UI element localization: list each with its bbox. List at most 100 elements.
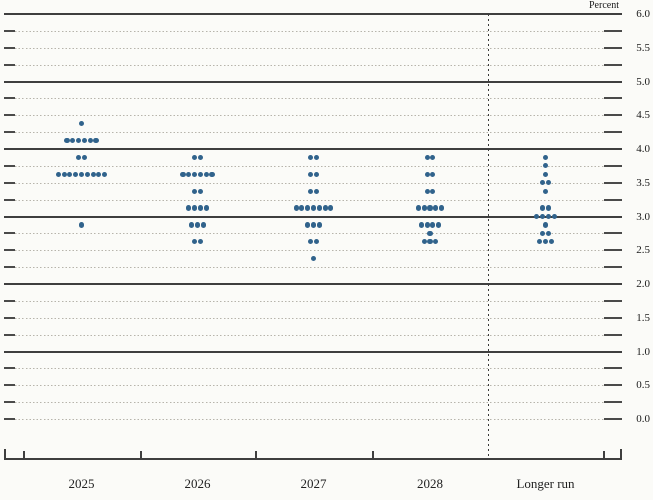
projection-dot-2026-3.125 (192, 205, 198, 211)
projection-dot-longer-run-2.625 (537, 239, 543, 245)
projection-dot-longer-run-3 (540, 213, 546, 220)
projection-dot-2027-3.875 (308, 154, 314, 161)
gridline-right-tick (604, 333, 622, 336)
projection-dot-2026-3.625 (192, 171, 198, 177)
projection-dot-2026-3.625 (180, 171, 186, 177)
y-axis-tick-label: 4.5 (636, 109, 650, 122)
projection-dot-2026-3.375 (192, 188, 198, 194)
projection-dot-longer-run-3.875 (542, 154, 549, 161)
projection-dot-2027-2.625 (308, 239, 314, 245)
projection-dot-2027-3.375 (308, 188, 314, 194)
gridline-left-tick (4, 299, 15, 302)
projection-dot-longer-run-2.625 (542, 239, 549, 245)
projection-dot-2025-3.625 (96, 171, 102, 177)
gridline-dashed-1.50 (15, 317, 604, 319)
gridline-dashed-5.50 (15, 47, 604, 49)
x-axis-region-tick (255, 451, 257, 458)
projection-dot-2026-2.875 (200, 222, 206, 228)
y-axis-tick-label: 3.5 (636, 176, 650, 189)
gridline-dashed-3.75 (15, 165, 604, 167)
projection-dot-2028-3.625 (430, 171, 436, 177)
projection-dot-2025-3.625 (55, 171, 61, 177)
gridline-dashed-4.50 (15, 115, 604, 117)
x-axis-category-label-2025: 2025 (68, 476, 95, 491)
projection-dot-longer-run-3.125 (545, 205, 551, 211)
projection-dot-2025-3.875 (81, 154, 87, 161)
y-axis-tick-label: 5.0 (636, 75, 650, 88)
gridline-right-tick (604, 131, 622, 134)
projection-dot-2026-3.125 (186, 205, 192, 211)
projection-dot-2028-3.125 (439, 205, 445, 211)
projection-dot-longer-run-2.75 (540, 230, 546, 236)
projection-dot-2025-4.125 (81, 137, 87, 144)
projection-dot-2028-2.875 (424, 222, 430, 228)
x-axis-category-label-2026: 2026 (184, 476, 211, 491)
y-axis-tick-label: 0.5 (636, 379, 650, 392)
gridline-left-tick (4, 114, 15, 117)
projection-dot-2025-3.625 (67, 171, 73, 177)
y-axis-unit-label: Percent (589, 0, 619, 11)
projection-dot-2025-3.625 (84, 171, 90, 177)
projection-dot-2028-3.375 (430, 188, 436, 194)
gridline-right-tick (604, 181, 622, 184)
projection-dot-2026-3.625 (203, 171, 209, 177)
gridline-dashed-2.50 (15, 250, 604, 252)
gridline-left-tick (4, 164, 15, 167)
projection-dot-2025-4.125 (87, 137, 93, 144)
gridline-right-tick (604, 46, 622, 49)
gridline-left-tick (4, 131, 15, 134)
gridline-left-tick (4, 198, 15, 201)
projection-dot-2025-3.625 (73, 171, 79, 177)
projection-dot-longer-run-3.5 (540, 180, 546, 186)
projection-dot-longer-run-2.625 (548, 239, 554, 245)
projection-dot-2027-3.125 (322, 205, 328, 211)
projection-dot-2028-3.125 (421, 205, 427, 211)
x-axis-region-tick (603, 451, 605, 458)
x-axis-region-tick (23, 451, 25, 458)
projection-dot-2025-4.125 (93, 137, 99, 144)
gridline-left-tick (4, 232, 15, 235)
projection-dot-2028-2.875 (418, 222, 424, 228)
y-axis-tick-label: 2.0 (636, 278, 650, 290)
projection-dot-2028-3.375 (424, 188, 430, 194)
projection-dot-2028-2.875 (430, 222, 436, 228)
y-axis-tick-label: 6.0 (636, 8, 650, 20)
gridline-solid-1.00 (4, 350, 622, 353)
projection-dot-2028-3.875 (424, 154, 430, 161)
projection-dot-2027-3.875 (313, 154, 319, 161)
x-axis-category-label-2027: 2027 (300, 476, 327, 491)
gridline-left-tick (4, 63, 15, 66)
projection-dot-2027-3.375 (313, 188, 319, 194)
gridline-solid-4.00 (4, 148, 622, 150)
x-axis-line (4, 458, 622, 460)
gridline-dashed-3.50 (15, 182, 604, 184)
projection-dot-longer-run-3.5 (545, 180, 551, 186)
gridline-dashed-2.25 (15, 267, 604, 269)
gridline-solid-2.00 (4, 283, 622, 285)
projection-dot-2028-2.625 (427, 239, 433, 245)
y-axis-tick-label: 1.5 (636, 311, 650, 324)
gridline-dashed-0.25 (15, 402, 604, 404)
projection-dot-2025-2.875 (78, 222, 85, 228)
gridline-right-tick (604, 114, 622, 117)
gridline-right-tick (604, 266, 622, 269)
gridline-right-tick (604, 384, 622, 387)
y-axis-tick-label: 4.0 (636, 143, 650, 155)
projection-dot-2026-3.375 (197, 188, 203, 194)
projection-dot-longer-run-3.375 (542, 188, 549, 194)
gridline-solid-5.00 (4, 80, 622, 83)
projection-dot-2026-2.875 (194, 222, 201, 228)
gridline-left-tick (4, 249, 15, 252)
projection-dot-longer-run-2.75 (545, 230, 551, 236)
projection-dot-longer-run-3 (534, 213, 540, 220)
gridline-right-tick (604, 299, 622, 302)
projection-dot-2027-3.125 (305, 205, 311, 211)
gridline-solid-6.00 (4, 13, 622, 15)
y-axis-tick-label: 5.5 (636, 41, 650, 54)
projection-dot-2028-2.625 (433, 239, 439, 245)
gridline-right-tick (604, 418, 622, 420)
projection-dot-longer-run-3.625 (542, 171, 549, 177)
gridline-right-tick (604, 198, 622, 201)
gridline-right-tick (604, 29, 622, 32)
